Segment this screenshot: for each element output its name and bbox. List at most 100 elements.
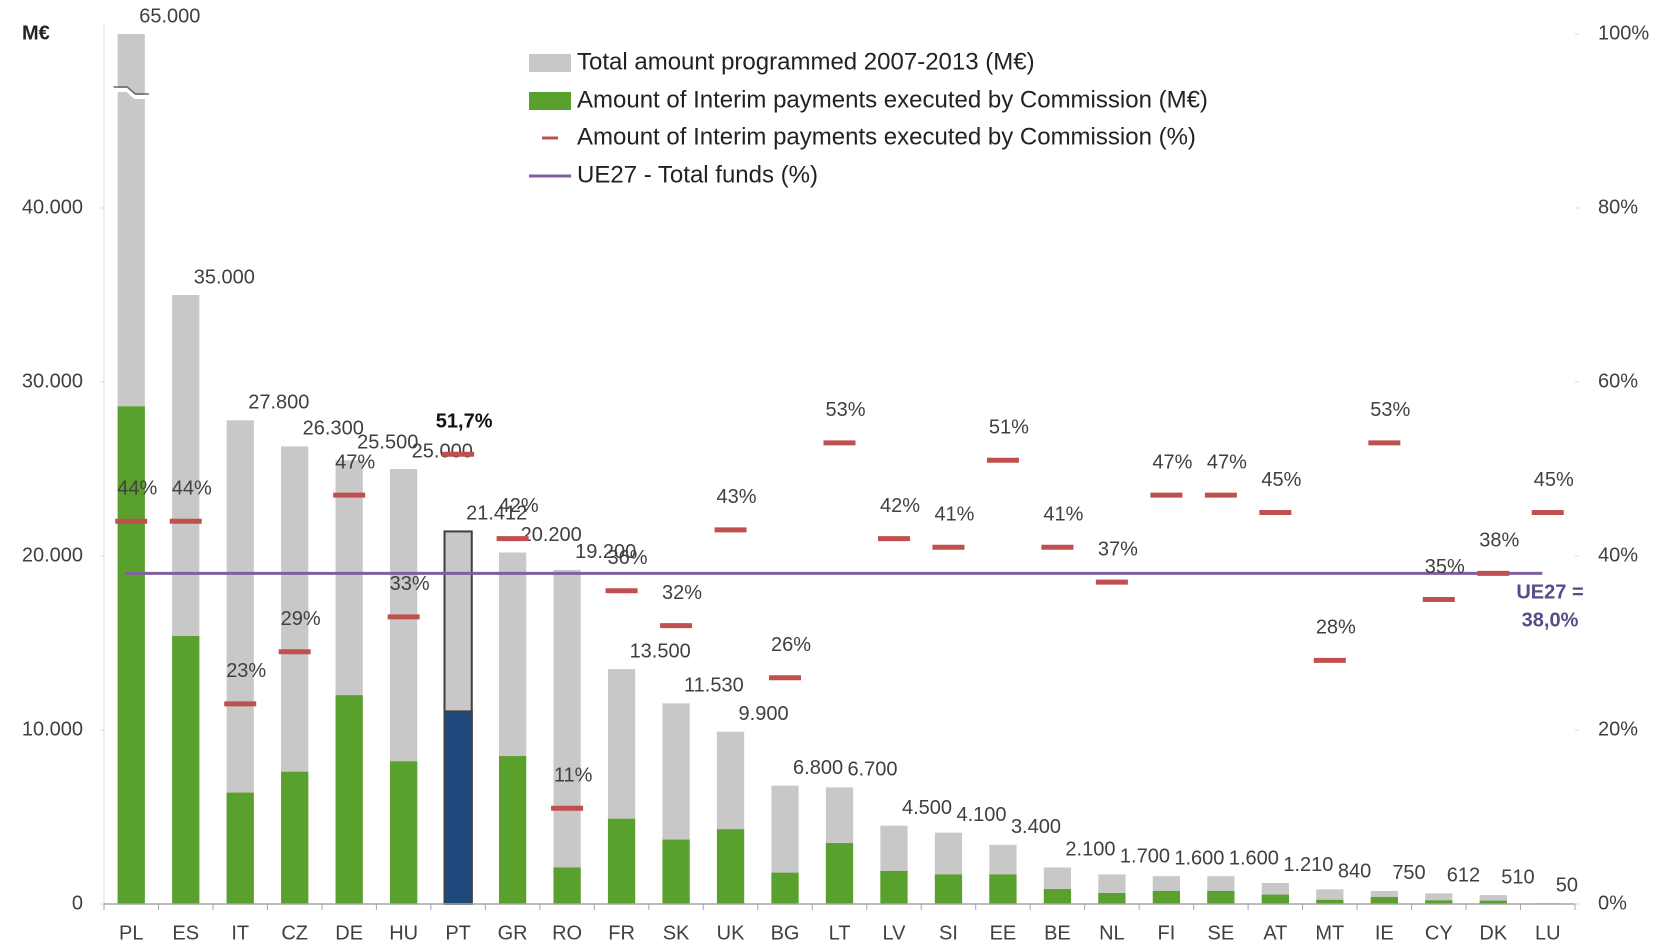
percent-label: 26%: [771, 634, 811, 656]
total-value-label: 3.400: [1011, 816, 1061, 838]
reference-label: 38,0%: [1522, 610, 1579, 632]
payment-bar: [553, 867, 581, 904]
reference-label: UE27 =: [1516, 582, 1583, 604]
percent-label: 36%: [608, 547, 648, 569]
percent-label: 53%: [825, 399, 865, 421]
payment-bar: [607, 818, 636, 904]
percent-label: 28%: [1316, 617, 1356, 639]
x-tick-label: MT: [1315, 922, 1344, 944]
payment-bar: [934, 874, 963, 904]
y2-tick-label: 80%: [1598, 196, 1638, 218]
x-tick-label: SE: [1208, 922, 1235, 944]
total-value-label: 6.800: [793, 757, 843, 779]
payment-bar: [1043, 889, 1072, 904]
payment-bar: [498, 756, 527, 904]
legend-swatch: [529, 92, 571, 110]
total-value-label: 4.100: [956, 804, 1006, 826]
total-value-label: 11.530: [684, 675, 744, 697]
x-tick-label: UK: [717, 922, 745, 944]
total-value-label: 19.200: [575, 541, 636, 563]
total-value-label: 65.000: [139, 5, 200, 27]
total-value-label: 510: [1501, 866, 1534, 888]
percent-label: 43%: [717, 486, 757, 508]
x-tick-label: LU: [1535, 922, 1561, 944]
total-value-label: 1.600: [1229, 847, 1279, 869]
x-tick-label: CZ: [281, 922, 308, 944]
y-tick-label: 30.000: [22, 370, 83, 392]
total-value-label: 6.700: [848, 759, 898, 781]
payment-bar: [1098, 893, 1126, 904]
total-value-label: 612: [1447, 865, 1480, 887]
x-tick-label: CY: [1425, 922, 1453, 944]
total-bar: [553, 569, 581, 904]
total-value-label: 4.500: [902, 797, 952, 819]
payment-bar: [1152, 890, 1181, 904]
y-axis-label: M€: [22, 22, 50, 44]
percent-label: 47%: [335, 451, 375, 473]
total-value-label: 25.000: [412, 440, 473, 462]
payment-bar: [390, 761, 418, 904]
percent-label: 35%: [1425, 556, 1465, 578]
x-tick-label: LV: [882, 922, 906, 944]
total-value-label: 2.100: [1065, 839, 1115, 861]
x-tick-label: PL: [119, 922, 143, 944]
x-tick-label: NL: [1099, 922, 1125, 944]
x-tick-label: BE: [1044, 922, 1071, 944]
legend-label: Amount of Interim payments executed by C…: [577, 86, 1208, 113]
y-tick-label: 0: [72, 892, 83, 914]
payment-bar: [443, 710, 473, 906]
legend-label: Total amount programmed 2007-2013 (M€): [577, 48, 1035, 75]
payment-bar: [1261, 894, 1289, 904]
payment-bar: [226, 792, 254, 904]
percent-label: 29%: [281, 608, 321, 630]
total-value-label: 21.412: [466, 503, 527, 525]
y-tick-label: 10.000: [22, 718, 83, 740]
percent-label: 33%: [390, 573, 430, 595]
x-tick-label: LT: [829, 922, 851, 944]
y2-tick-label: 20%: [1598, 718, 1638, 740]
percent-label: 44%: [117, 477, 157, 499]
x-tick-label: DK: [1479, 922, 1507, 944]
legend-swatch: [529, 54, 571, 72]
total-value-label: 9.900: [739, 703, 789, 725]
percent-label: 42%: [499, 495, 539, 517]
percent-label: 51,7%: [436, 410, 493, 432]
payment-bar: [1207, 890, 1235, 904]
percent-label: 53%: [1370, 399, 1410, 421]
x-tick-label: SI: [939, 922, 958, 944]
percent-label: 32%: [662, 582, 702, 604]
percent-label: 51%: [989, 417, 1029, 439]
total-value-label: 20.200: [521, 524, 582, 546]
axis-break: [113, 88, 149, 99]
x-tick-label: AT: [1263, 922, 1287, 944]
percent-label: 47%: [1207, 451, 1247, 473]
payment-bar: [716, 829, 745, 904]
payment-bar: [989, 874, 1017, 904]
y-tick-label: 20.000: [22, 544, 83, 566]
x-tick-label: BG: [771, 922, 800, 944]
x-tick-label: FI: [1157, 922, 1175, 944]
x-tick-label: IT: [231, 922, 249, 944]
payment-bar: [1370, 897, 1398, 904]
percent-label: 47%: [1152, 451, 1192, 473]
x-tick-label: SK: [663, 922, 690, 944]
axis-break-edge: [113, 86, 149, 95]
percent-label: 37%: [1098, 538, 1138, 560]
total-value-label: 1.700: [1120, 846, 1170, 868]
payment-bar: [662, 839, 690, 904]
total-value-label: 750: [1392, 862, 1425, 884]
total-bar: [1479, 895, 1507, 904]
x-tick-label: FR: [608, 922, 635, 944]
payment-bar: [172, 636, 200, 904]
x-tick-label: ES: [172, 922, 199, 944]
percent-label: 45%: [1534, 469, 1574, 491]
x-tick-label: PT: [445, 922, 471, 944]
payment-bar: [1316, 899, 1344, 904]
x-tick-label: DE: [335, 922, 363, 944]
total-value-label: 26.300: [303, 418, 364, 440]
total-value-label: 13.500: [630, 640, 691, 662]
x-tick-label: RO: [552, 922, 582, 944]
percent-label: 23%: [226, 660, 266, 682]
payment-bar: [117, 406, 145, 904]
